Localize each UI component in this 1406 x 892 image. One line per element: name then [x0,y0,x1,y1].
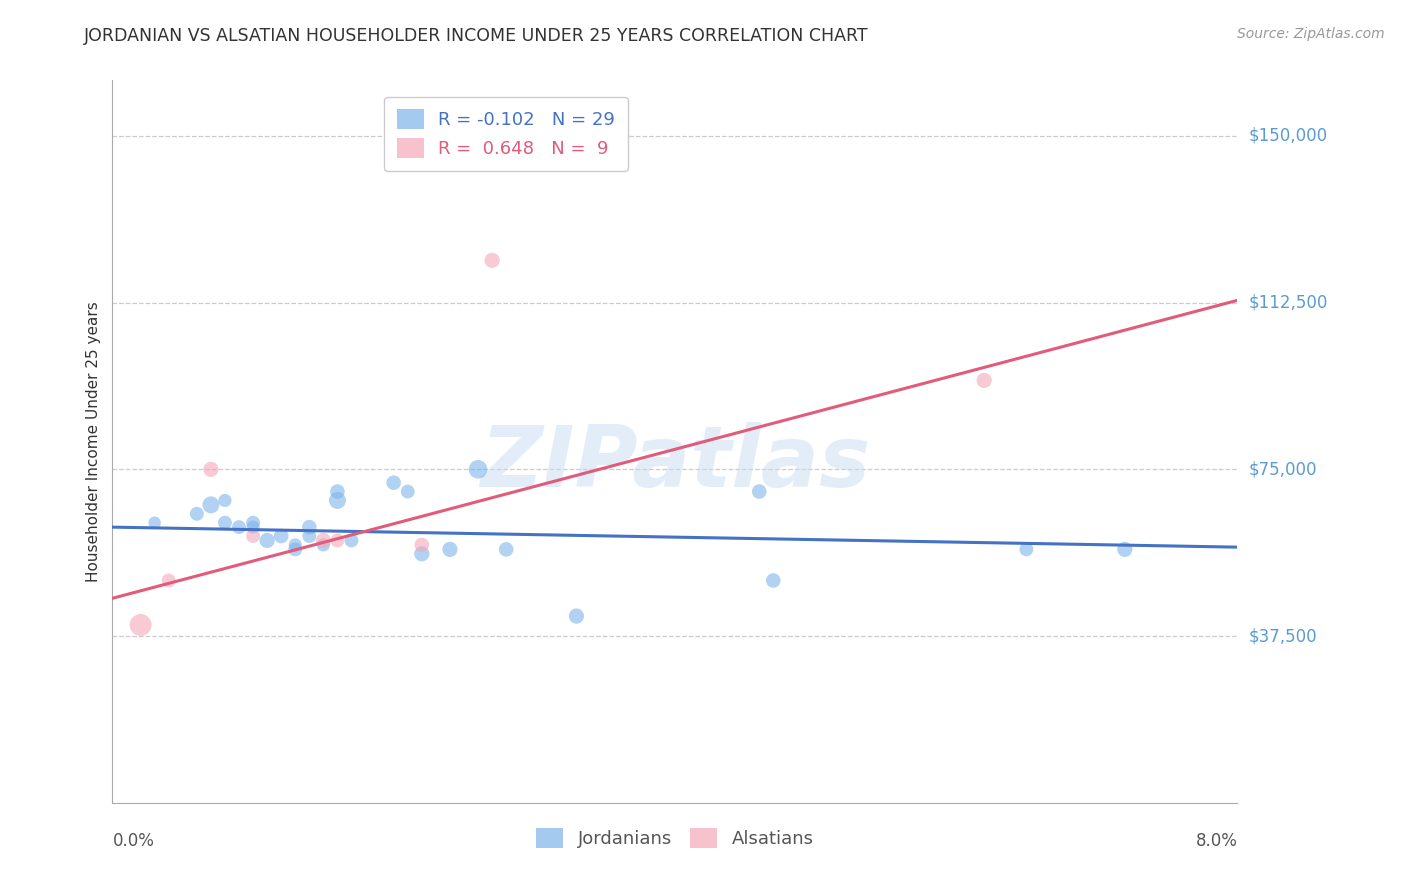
Point [186,507,208,521]
Point [129,618,152,632]
Point [411,547,433,561]
Point [157,574,180,588]
Point [214,516,236,530]
Text: $37,500: $37,500 [1249,627,1317,645]
Point [200,498,222,512]
Point [312,538,335,552]
Point [242,529,264,543]
Point [340,533,363,548]
Point [467,462,489,476]
Point [228,520,250,534]
Point [256,533,278,548]
Text: 8.0%: 8.0% [1195,831,1237,850]
Point [1114,542,1136,557]
Point [748,484,770,499]
Point [242,516,264,530]
Point [326,493,349,508]
Point [326,533,349,548]
Point [326,484,349,499]
Point [284,542,307,557]
Legend: Jordanians, Alsatians: Jordanians, Alsatians [526,817,824,859]
Text: Source: ZipAtlas.com: Source: ZipAtlas.com [1237,27,1385,41]
Point [270,529,292,543]
Text: $150,000: $150,000 [1249,127,1327,145]
Y-axis label: Householder Income Under 25 years: Householder Income Under 25 years [86,301,101,582]
Text: JORDANIAN VS ALSATIAN HOUSEHOLDER INCOME UNDER 25 YEARS CORRELATION CHART: JORDANIAN VS ALSATIAN HOUSEHOLDER INCOME… [84,27,869,45]
Point [1015,542,1038,557]
Point [762,574,785,588]
Point [565,609,588,624]
Point [143,516,166,530]
Point [298,529,321,543]
Point [242,520,264,534]
Point [973,373,995,387]
Point [214,493,236,508]
Text: $75,000: $75,000 [1249,460,1317,478]
Point [312,533,335,548]
Text: ZIPatlas: ZIPatlas [479,422,870,505]
Point [298,520,321,534]
Point [495,542,517,557]
Point [382,475,405,490]
Point [396,484,419,499]
Point [439,542,461,557]
Text: 0.0%: 0.0% [112,831,155,850]
Point [411,538,433,552]
Point [481,253,503,268]
Text: $112,500: $112,500 [1249,293,1327,311]
Point [200,462,222,476]
Point [284,538,307,552]
